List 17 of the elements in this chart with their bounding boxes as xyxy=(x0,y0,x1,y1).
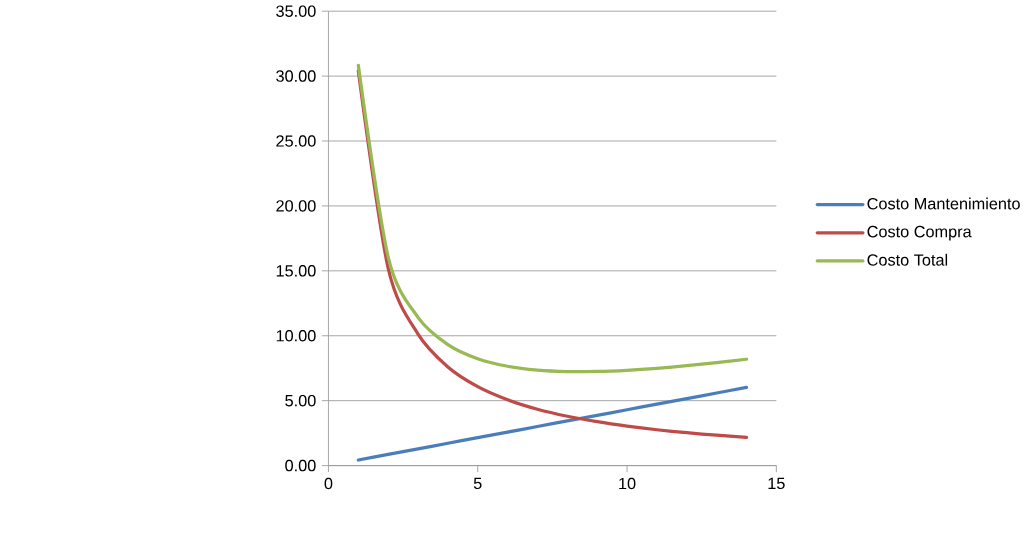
y-tick-label: 10.00 xyxy=(276,329,316,342)
x-tick-label: 5 xyxy=(473,477,482,489)
y-tick-label: 5.00 xyxy=(285,394,316,407)
legend-label: Costo Mantenimiento xyxy=(867,197,1020,210)
x-tick-label: 10 xyxy=(619,477,636,490)
y-tick-label: 30.00 xyxy=(276,70,316,82)
legend-label: Costo Total xyxy=(867,253,948,266)
line-series xyxy=(356,63,749,374)
y-tick-label: 35.00 xyxy=(276,5,316,17)
line-series xyxy=(356,385,749,462)
x-tick-label: 0 xyxy=(324,477,333,490)
x-tick-label: 15 xyxy=(768,477,785,489)
y-tick-label: 20.00 xyxy=(276,199,316,212)
y-tick-label: 0.00 xyxy=(285,459,316,472)
y-tick-label: 15.00 xyxy=(276,264,316,277)
y-tick-label: 25.00 xyxy=(276,135,316,147)
legend-label: Costo Compra xyxy=(867,225,972,241)
